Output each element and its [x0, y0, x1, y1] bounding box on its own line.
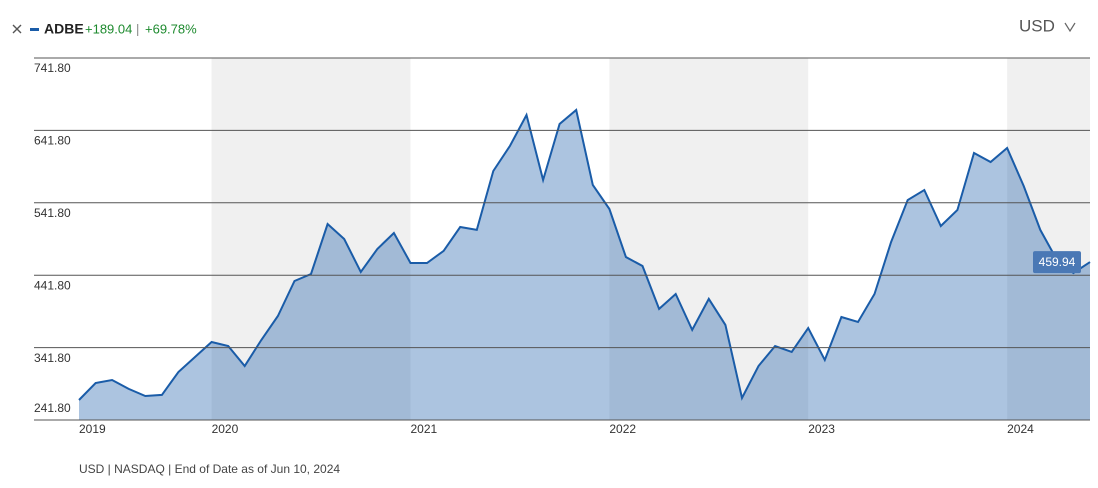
area [79, 110, 1090, 420]
series-swatch [30, 28, 39, 31]
close-icon[interactable] [12, 24, 22, 34]
y-tick-label: 541.80 [34, 206, 71, 220]
y-tick-label: 341.80 [34, 351, 71, 365]
footer: USD | NASDAQ | End of Date as of Jun 10,… [79, 462, 340, 476]
change-pct: +69.78% [145, 21, 197, 36]
value-label: 459.94 [1039, 255, 1076, 269]
y-tick-label: 441.80 [34, 278, 71, 292]
y-tick-label: 741.80 [34, 61, 71, 75]
x-tick-label: 2019 [79, 422, 106, 436]
currency-select[interactable]: USD [1019, 16, 1055, 35]
change: +189.04 [85, 21, 132, 36]
chevron[interactable] [1064, 22, 1076, 33]
year-band [211, 58, 411, 420]
x-tick-label: 2024 [1007, 422, 1034, 436]
y-tick-label: 241.80 [34, 401, 71, 415]
x-tick-label: 2020 [212, 422, 239, 436]
y-tick-label: 641.80 [34, 134, 71, 148]
separator: | [136, 21, 139, 36]
x-tick-label: 2022 [609, 422, 636, 436]
value-label-box [1033, 251, 1081, 274]
year-band [609, 58, 809, 420]
x-tick-label: 2023 [808, 422, 835, 436]
ticker: ADBE [44, 21, 84, 37]
line [78, 108, 1091, 401]
year-band [1007, 58, 1090, 420]
x-tick-label: 2021 [410, 422, 437, 436]
